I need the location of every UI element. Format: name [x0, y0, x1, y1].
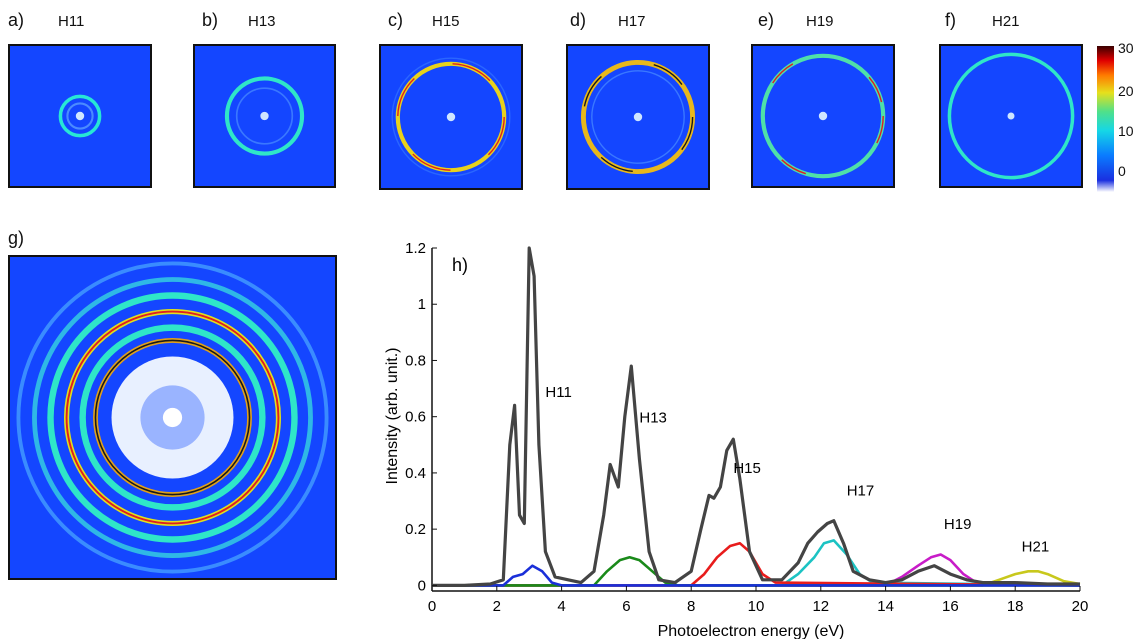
y-tick-label: 1.2: [405, 240, 426, 257]
panel-c-harmonic: H15: [432, 13, 460, 30]
x-tick-label: 4: [557, 598, 565, 615]
panel-a-harmonic: H11: [58, 13, 85, 30]
colorbar-tick: 30: [1118, 40, 1134, 56]
panel-d-letter: d): [570, 10, 587, 30]
panel-d-harmonic: H17: [618, 13, 646, 30]
x-tick-label: 16: [942, 598, 959, 615]
y-tick-label: 0.4: [405, 465, 426, 482]
panel-c-letter: c): [388, 10, 403, 30]
y-tick-label: 1: [418, 296, 426, 313]
x-tick-label: 8: [687, 598, 695, 615]
panel-b-letter: b): [202, 10, 219, 30]
panel-b-image: [193, 44, 336, 188]
harmonic-annotation: H11: [545, 384, 571, 401]
x-tick-label: 14: [877, 598, 894, 615]
intensity-chart: h) 0 2 4 6 8 10 12 14 16 18 20 0 0.2 0.4 0.6 0.8 1 1.2 H1…: [384, 240, 1089, 639]
harmonic-annotation: H13: [639, 409, 667, 426]
panel-e-letter: e): [758, 10, 775, 30]
series-line-0: [432, 246, 1080, 587]
x-tick-label: 10: [748, 598, 765, 615]
colorbar-tick: 20: [1118, 83, 1134, 99]
panel-d-image: [566, 44, 710, 190]
panel-g-image: [8, 255, 337, 580]
y-axis-label: Intensity (arb. unit.): [384, 348, 401, 485]
series-line-2: [432, 555, 1080, 587]
x-tick-label: 2: [493, 598, 501, 615]
panel-g-letter: g): [8, 228, 25, 248]
y-tick-label: 0.6: [405, 409, 426, 426]
harmonic-annotation: H17: [847, 482, 875, 499]
series-line-1: [432, 564, 1080, 587]
colorbar: [1097, 46, 1114, 192]
panel-f-letter: f): [945, 10, 956, 30]
x-tick-label: 12: [812, 598, 829, 615]
panel-a-image: [8, 44, 152, 188]
harmonic-annotation: H15: [733, 460, 761, 477]
harmonic-annotation: H19: [944, 516, 972, 533]
x-tick-label: 0: [428, 598, 436, 615]
y-tick-label: 0.2: [405, 521, 426, 538]
panel-e-image: [751, 44, 895, 188]
panel-a-letter: a): [8, 10, 25, 30]
y-tick-label: 0.8: [405, 352, 426, 369]
chart-panel-label: h): [452, 255, 468, 275]
colorbar-tick: 0: [1118, 163, 1126, 179]
panel-e-harmonic: H19: [806, 13, 834, 30]
harmonic-annotation: H21: [1022, 539, 1050, 556]
colorbar-tick: 10: [1118, 123, 1134, 139]
panel-f-harmonic: H21: [992, 13, 1020, 30]
x-tick-label: 18: [1007, 598, 1024, 615]
x-tick-label: 6: [622, 598, 630, 615]
panel-b-harmonic: H13: [248, 13, 276, 30]
panel-f-image: [939, 44, 1083, 188]
panel-c-image: [379, 44, 523, 190]
x-tick-label: 20: [1072, 598, 1089, 615]
y-tick-label: 0: [418, 577, 426, 594]
x-axis-label: Photoelectron energy (eV): [658, 623, 845, 639]
